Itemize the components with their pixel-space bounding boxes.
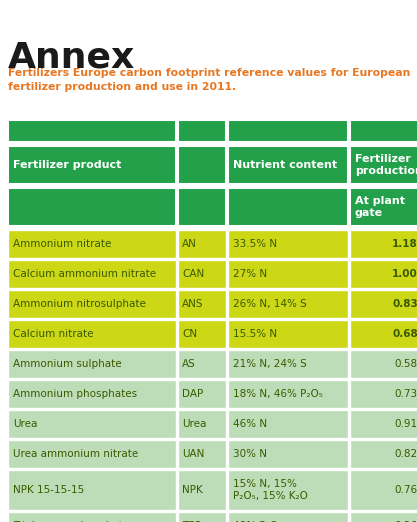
Bar — [350, 188, 417, 226]
Bar — [228, 410, 348, 438]
Bar — [228, 440, 348, 468]
Bar — [228, 260, 348, 288]
Text: NPK 15-15-15: NPK 15-15-15 — [13, 485, 84, 495]
Text: 48% P₂O₅: 48% P₂O₅ — [233, 521, 282, 522]
Bar — [228, 512, 348, 522]
Bar — [178, 440, 226, 468]
Bar — [8, 410, 176, 438]
Text: UAN: UAN — [182, 449, 204, 459]
Text: TSP: TSP — [182, 521, 201, 522]
Text: Calcium ammonium nitrate: Calcium ammonium nitrate — [13, 269, 156, 279]
Text: CN: CN — [182, 329, 197, 339]
Bar — [178, 120, 226, 142]
Text: Calcium nitrate: Calcium nitrate — [13, 329, 93, 339]
Text: 18% N, 46% P₂O₅: 18% N, 46% P₂O₅ — [233, 389, 323, 399]
Bar — [8, 380, 176, 408]
Text: Urea: Urea — [13, 419, 38, 429]
Text: 0.58: 0.58 — [395, 359, 417, 369]
Text: 0.73: 0.73 — [395, 389, 417, 399]
Bar — [228, 188, 348, 226]
Text: Fertilizers Europe carbon footprint reference values for European
fertilizer pro: Fertilizers Europe carbon footprint refe… — [8, 68, 410, 92]
Bar — [8, 290, 176, 318]
Text: 0.68: 0.68 — [392, 329, 417, 339]
Bar — [178, 350, 226, 378]
Text: NPK: NPK — [182, 485, 203, 495]
Bar — [350, 320, 417, 348]
Bar — [350, 380, 417, 408]
Text: AS: AS — [182, 359, 196, 369]
Bar — [350, 410, 417, 438]
Text: 0.26: 0.26 — [395, 521, 417, 522]
Text: 1.00: 1.00 — [392, 269, 417, 279]
Bar — [228, 120, 348, 142]
Bar — [228, 350, 348, 378]
Bar — [350, 470, 417, 510]
Text: 1.18: 1.18 — [392, 239, 417, 249]
Bar — [8, 260, 176, 288]
Text: Urea ammonium nitrate: Urea ammonium nitrate — [13, 449, 138, 459]
Bar — [178, 380, 226, 408]
Bar — [350, 290, 417, 318]
Bar — [178, 512, 226, 522]
Bar — [178, 260, 226, 288]
Bar — [228, 290, 348, 318]
Text: DAP: DAP — [182, 389, 203, 399]
Text: Triple superphosphate: Triple superphosphate — [13, 521, 129, 522]
Bar — [178, 230, 226, 258]
Text: Ammonium nitrosulphate: Ammonium nitrosulphate — [13, 299, 146, 309]
Text: 0.82: 0.82 — [395, 449, 417, 459]
Bar — [8, 120, 176, 142]
Bar — [228, 146, 348, 184]
Bar — [8, 230, 176, 258]
Bar — [228, 380, 348, 408]
Bar — [178, 188, 226, 226]
Bar — [178, 146, 226, 184]
Text: Ammonium sulphate: Ammonium sulphate — [13, 359, 122, 369]
Text: 0.76: 0.76 — [395, 485, 417, 495]
Bar — [178, 410, 226, 438]
Text: 46% N: 46% N — [233, 419, 267, 429]
Bar — [350, 120, 417, 142]
Bar — [228, 320, 348, 348]
Text: At plant
gate: At plant gate — [355, 196, 405, 218]
Bar — [8, 188, 176, 226]
Bar — [350, 146, 417, 184]
Bar — [8, 320, 176, 348]
Bar — [178, 290, 226, 318]
Text: 15.5% N: 15.5% N — [233, 329, 277, 339]
Text: Ammonium phosphates: Ammonium phosphates — [13, 389, 137, 399]
Text: Urea: Urea — [182, 419, 206, 429]
Text: 30% N: 30% N — [233, 449, 267, 459]
Text: 0.91: 0.91 — [395, 419, 417, 429]
Text: Fertilizer
production: Fertilizer production — [355, 154, 417, 176]
Text: Fertilizer product: Fertilizer product — [13, 160, 121, 170]
Text: Annex: Annex — [8, 40, 135, 74]
Bar — [350, 260, 417, 288]
Bar — [178, 320, 226, 348]
Text: 33.5% N: 33.5% N — [233, 239, 277, 249]
Bar — [350, 512, 417, 522]
Text: ANS: ANS — [182, 299, 203, 309]
Text: 21% N, 24% S: 21% N, 24% S — [233, 359, 307, 369]
Text: 26% N, 14% S: 26% N, 14% S — [233, 299, 307, 309]
Text: 15% N, 15%
P₂O₅, 15% K₂O: 15% N, 15% P₂O₅, 15% K₂O — [233, 479, 308, 501]
Text: Ammonium nitrate: Ammonium nitrate — [13, 239, 111, 249]
Bar — [350, 350, 417, 378]
Text: Nutrient content: Nutrient content — [233, 160, 337, 170]
Bar — [350, 440, 417, 468]
Text: AN: AN — [182, 239, 197, 249]
Bar — [8, 512, 176, 522]
Bar — [8, 146, 176, 184]
Text: 27% N: 27% N — [233, 269, 267, 279]
Bar — [228, 470, 348, 510]
Bar — [228, 230, 348, 258]
Bar — [8, 350, 176, 378]
Bar — [8, 470, 176, 510]
Bar — [350, 230, 417, 258]
Bar — [178, 470, 226, 510]
Text: CAN: CAN — [182, 269, 204, 279]
Bar — [8, 440, 176, 468]
Text: 0.83: 0.83 — [392, 299, 417, 309]
